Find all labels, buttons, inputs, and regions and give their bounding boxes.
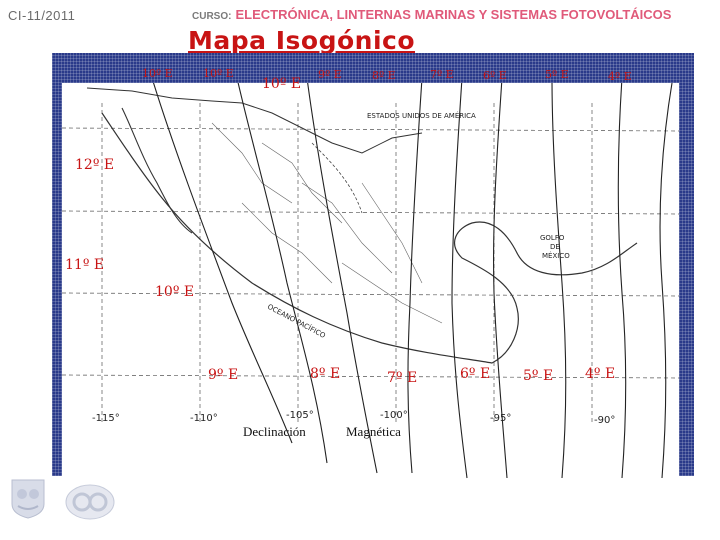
isogonic-top-label: 10º E — [262, 76, 302, 92]
course-header: CURSO: ELECTRÓNICA, LINTERNAS MARINAS Y S… — [192, 7, 671, 22]
isogonic-top-label: 9º E — [318, 68, 342, 81]
isogonic-top-label: 10º E — [142, 67, 173, 80]
isogonic-left-label: 12º E — [75, 157, 115, 173]
isogonic-left-label: 10º E — [155, 284, 195, 300]
dashed-curve — [311, 142, 363, 214]
isogonic-top-label: 5º E — [545, 68, 569, 81]
isogonic-map: ESTADOS UNIDOS DE AMÉRICA GOLFO DE MÉXIC… — [62, 83, 679, 480]
faculty-logo — [65, 484, 115, 520]
caption-declinacion: Declinación — [243, 424, 306, 439]
page-title: Mapa Isogónico — [188, 26, 416, 55]
isogonic-bottom-label: 4º E — [585, 366, 616, 382]
course-code: CI-11/2011 — [8, 8, 76, 23]
gulf-label-3: MÉXICO — [542, 251, 570, 260]
graticule — [62, 103, 679, 423]
longitude-label: -100° — [380, 410, 408, 421]
course-label: CURSO: — [192, 11, 232, 22]
isogonic-bottom-label: 6º E — [460, 366, 491, 382]
longitude-label: -115° — [92, 413, 120, 424]
pacific-label: OCEANO PACÍFICO — [266, 302, 328, 340]
longitude-label: -90° — [594, 415, 615, 426]
state-lines — [211, 122, 443, 324]
isogonic-top-label: 6º E — [483, 69, 507, 82]
isogonic-bottom-label: 9º E — [208, 367, 239, 383]
isogonic-bottom-label: 7º E — [387, 370, 418, 386]
isogonic-top-label: 10º E — [203, 67, 234, 80]
coastline — [101, 112, 638, 364]
isogonic-left-label: 11º E — [65, 257, 105, 273]
gulf-label-1: GOLFO — [540, 234, 565, 242]
border-line — [86, 87, 423, 154]
isogonic-bottom-label: 8º E — [310, 366, 341, 382]
caption-magnetica: Magnética — [346, 424, 401, 439]
longitude-label: -95° — [490, 413, 511, 424]
longitude-label: -110° — [190, 413, 218, 424]
isogonic-top-label: 4º E — [608, 70, 632, 83]
gulf-label-2: DE — [550, 243, 560, 251]
isogonic-top-label: 8º E — [372, 69, 396, 82]
usa-label: ESTADOS UNIDOS DE AMÉRICA — [367, 111, 476, 120]
map-drawing: ESTADOS UNIDOS DE AMÉRICA GOLFO DE MÉXIC… — [62, 83, 679, 479]
baja-coast — [121, 107, 193, 234]
unam-logo — [11, 479, 45, 519]
course-title: ELECTRÓNICA, LINTERNAS MARINAS Y SISTEMA… — [235, 7, 672, 22]
isogonic-lines — [152, 83, 673, 479]
isogonic-top-label: 7º E — [430, 68, 454, 81]
longitude-label: -105° — [286, 410, 314, 421]
isogonic-bottom-label: 5º E — [523, 368, 554, 384]
